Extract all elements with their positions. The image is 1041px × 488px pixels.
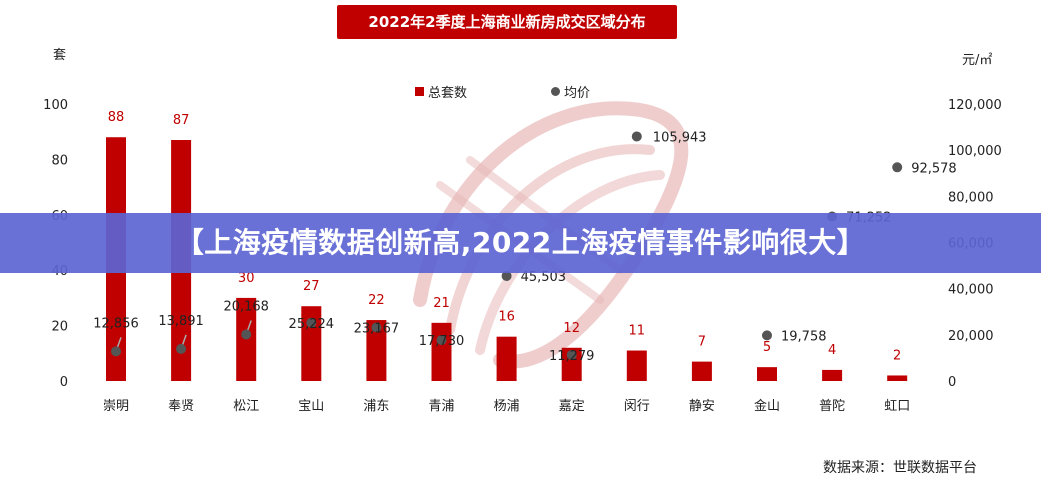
right-axis-tick-label: 40,000: [948, 283, 994, 298]
right-axis-tick-label: 80,000: [948, 190, 994, 205]
avg-price-label: 45,503: [521, 270, 567, 285]
right-axis-tick-label: 0: [948, 375, 956, 390]
legend-bar-swatch: [415, 87, 424, 96]
category-label: 浦东: [363, 399, 389, 414]
avg-price-label: 20,168: [223, 299, 269, 314]
avg-price-point: [241, 329, 252, 340]
category-label: 奉贤: [168, 399, 194, 414]
data-source: 数据来源：世联数据平台: [823, 460, 977, 476]
bar: [691, 361, 712, 381]
avg-price-label: 12,856: [93, 316, 139, 331]
avg-price-label: 17,730: [419, 334, 465, 349]
bar-value-label: 7: [698, 335, 706, 350]
avg-price-label: 105,943: [653, 130, 707, 145]
category-label: 虹口: [884, 399, 910, 414]
category-label: 嘉定: [559, 399, 585, 414]
avg-price-point: [436, 335, 447, 346]
avg-price-label: 92,578: [911, 161, 957, 176]
avg-price-point: [631, 131, 642, 142]
bar-value-label: 11: [629, 324, 646, 339]
left-axis-tick-label: 100: [43, 98, 68, 113]
avg-price-label: 11,279: [549, 349, 595, 364]
right-axis-tick-label: 100,000: [948, 144, 1002, 159]
right-axis-tick-label: 20,000: [948, 329, 994, 344]
category-label: 闵行: [624, 399, 650, 414]
avg-price-label: 13,891: [158, 314, 204, 329]
avg-price-point: [176, 343, 187, 354]
category-label: 崇明: [103, 399, 129, 414]
bar-value-label: 16: [498, 310, 515, 325]
category-label: 普陀: [819, 398, 845, 414]
left-axis-unit: 套: [53, 48, 67, 63]
legend-point-label: 均价: [564, 86, 591, 101]
avg-price-label: 25,224: [289, 317, 335, 332]
avg-price-label: 23,167: [354, 322, 400, 337]
category-label: 杨浦: [494, 399, 520, 414]
overlay-banner: 【上海疫情数据创新高,2022上海疫情事件影响很大】: [0, 213, 1041, 273]
right-axis-unit: 元/㎡: [962, 53, 993, 68]
category-label: 静安: [689, 399, 715, 414]
bar: [236, 297, 257, 381]
category-label: 青浦: [428, 399, 454, 414]
bar-value-label: 30: [238, 271, 255, 286]
bar: [561, 347, 582, 381]
avg-price-series: 12,856 13,891 20,168 25,224 23,167 17,730 45,5…: [93, 130, 956, 364]
bar: [496, 336, 517, 381]
right-axis-tick-label: 120,000: [948, 98, 1002, 113]
left-axis-tick-label: 0: [60, 375, 68, 390]
bar-value-label: 22: [368, 293, 385, 308]
bar: [366, 320, 387, 381]
category-label: 宝山: [298, 399, 324, 414]
bar: [431, 322, 452, 381]
category-label: 松江: [233, 399, 259, 414]
legend-bar-label: 总套数: [428, 86, 468, 101]
avg-price-point: [501, 270, 512, 281]
bar-value-label: 4: [828, 343, 836, 358]
legend-bar: 总套数: [415, 82, 467, 101]
chart-title: 2022年2季度上海商业新房成交区域分布: [337, 5, 677, 39]
bar-value-label: 21: [433, 296, 450, 311]
legend-point: 均价: [551, 82, 590, 101]
bar: [887, 375, 908, 381]
bar-value-label: 12: [563, 321, 580, 336]
bar-value-label: 5: [763, 340, 771, 355]
avg-price-point: [566, 349, 577, 360]
bar-value-label: 88: [108, 110, 125, 125]
avg-price-point: [892, 162, 903, 173]
bar: [757, 367, 777, 381]
category-axis: 崇明 奉贤 松江 宝山 浦东 青浦 杨浦 嘉定 闵行 静安 金山 普陀 虹口: [103, 398, 910, 414]
bar: [301, 306, 322, 381]
bar-value-label: 87: [173, 113, 190, 128]
category-label: 金山: [754, 398, 780, 414]
avg-price-point: [306, 317, 317, 328]
legend-point-marker: [551, 87, 560, 96]
avg-price-label: 19,758: [781, 329, 827, 344]
left-axis-tick-label: 20: [51, 320, 68, 335]
bar-value-label: 2: [893, 348, 901, 363]
bar: [626, 350, 647, 381]
avg-price-point: [371, 322, 382, 333]
bar-value-label: 27: [303, 279, 320, 294]
bar: [822, 369, 843, 381]
avg-price-point: [111, 346, 121, 357]
avg-price-point: [762, 330, 772, 341]
left-axis-tick-label: 80: [51, 153, 68, 168]
